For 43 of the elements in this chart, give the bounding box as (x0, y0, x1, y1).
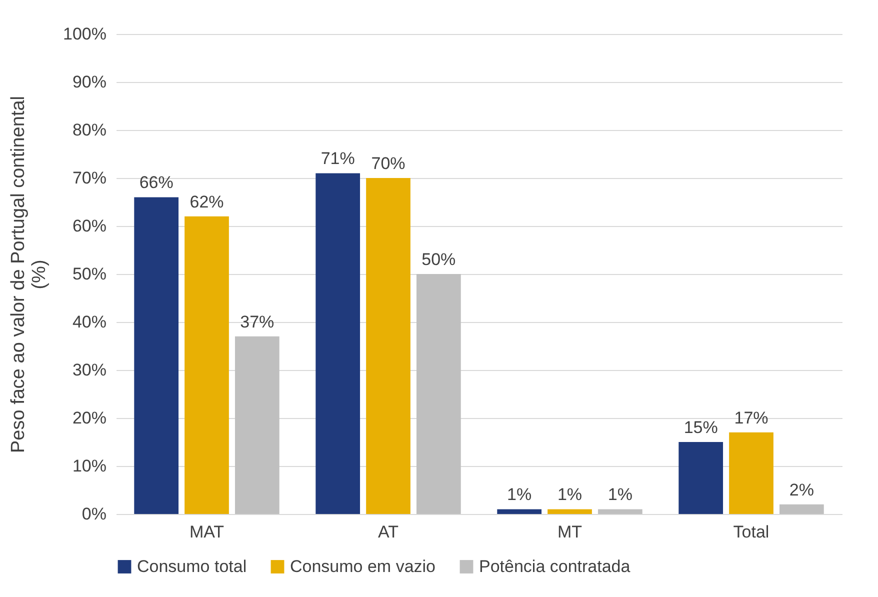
y-tick-label: 0% (82, 504, 106, 524)
y-tick-label: 30% (72, 360, 106, 380)
bar (416, 274, 461, 514)
data-label: 17% (734, 408, 768, 428)
y-tick-label: 90% (72, 72, 106, 92)
legend-label: Potência contratada (479, 556, 631, 576)
y-tick-label: 10% (72, 456, 106, 476)
data-label: 1% (608, 485, 632, 504)
data-label: 37% (240, 312, 274, 332)
x-tick-label: AT (378, 522, 398, 542)
y-tick-label: 100% (63, 24, 106, 44)
y-tick-label: 50% (72, 264, 106, 284)
y-tick-label: 80% (72, 120, 106, 140)
bar (598, 509, 642, 514)
data-label: 70% (371, 154, 406, 173)
bar (134, 197, 179, 514)
y-tick-label: 40% (72, 312, 106, 332)
x-tick-label: MT (557, 522, 582, 542)
bar (779, 504, 824, 514)
legend-label: Consumo total (137, 556, 247, 576)
x-tick-label: Total (733, 522, 770, 542)
bar (184, 216, 229, 514)
y-tick-label: 20% (72, 408, 106, 428)
y-axis-title: Peso face ao valor de Portugal continental (%) (8, 96, 50, 454)
data-label: 50% (422, 250, 456, 269)
data-label: 15% (684, 418, 718, 437)
data-label: 1% (507, 485, 532, 504)
data-label: 62% (190, 192, 224, 212)
data-label: 1% (557, 485, 582, 504)
y-tick-label: 70% (72, 168, 106, 188)
bar (497, 509, 542, 514)
data-label: 66% (139, 173, 174, 192)
bar (234, 336, 280, 514)
bar (366, 178, 410, 514)
bar (729, 432, 774, 514)
data-label: 2% (789, 480, 814, 500)
legend-label: Consumo em vazio (290, 556, 436, 576)
bar (316, 173, 360, 514)
bar (548, 509, 592, 514)
data-label: 71% (320, 149, 355, 168)
y-tick-label: 60% (72, 216, 106, 236)
x-tick-label: MAT (189, 522, 224, 542)
bar (678, 442, 724, 514)
